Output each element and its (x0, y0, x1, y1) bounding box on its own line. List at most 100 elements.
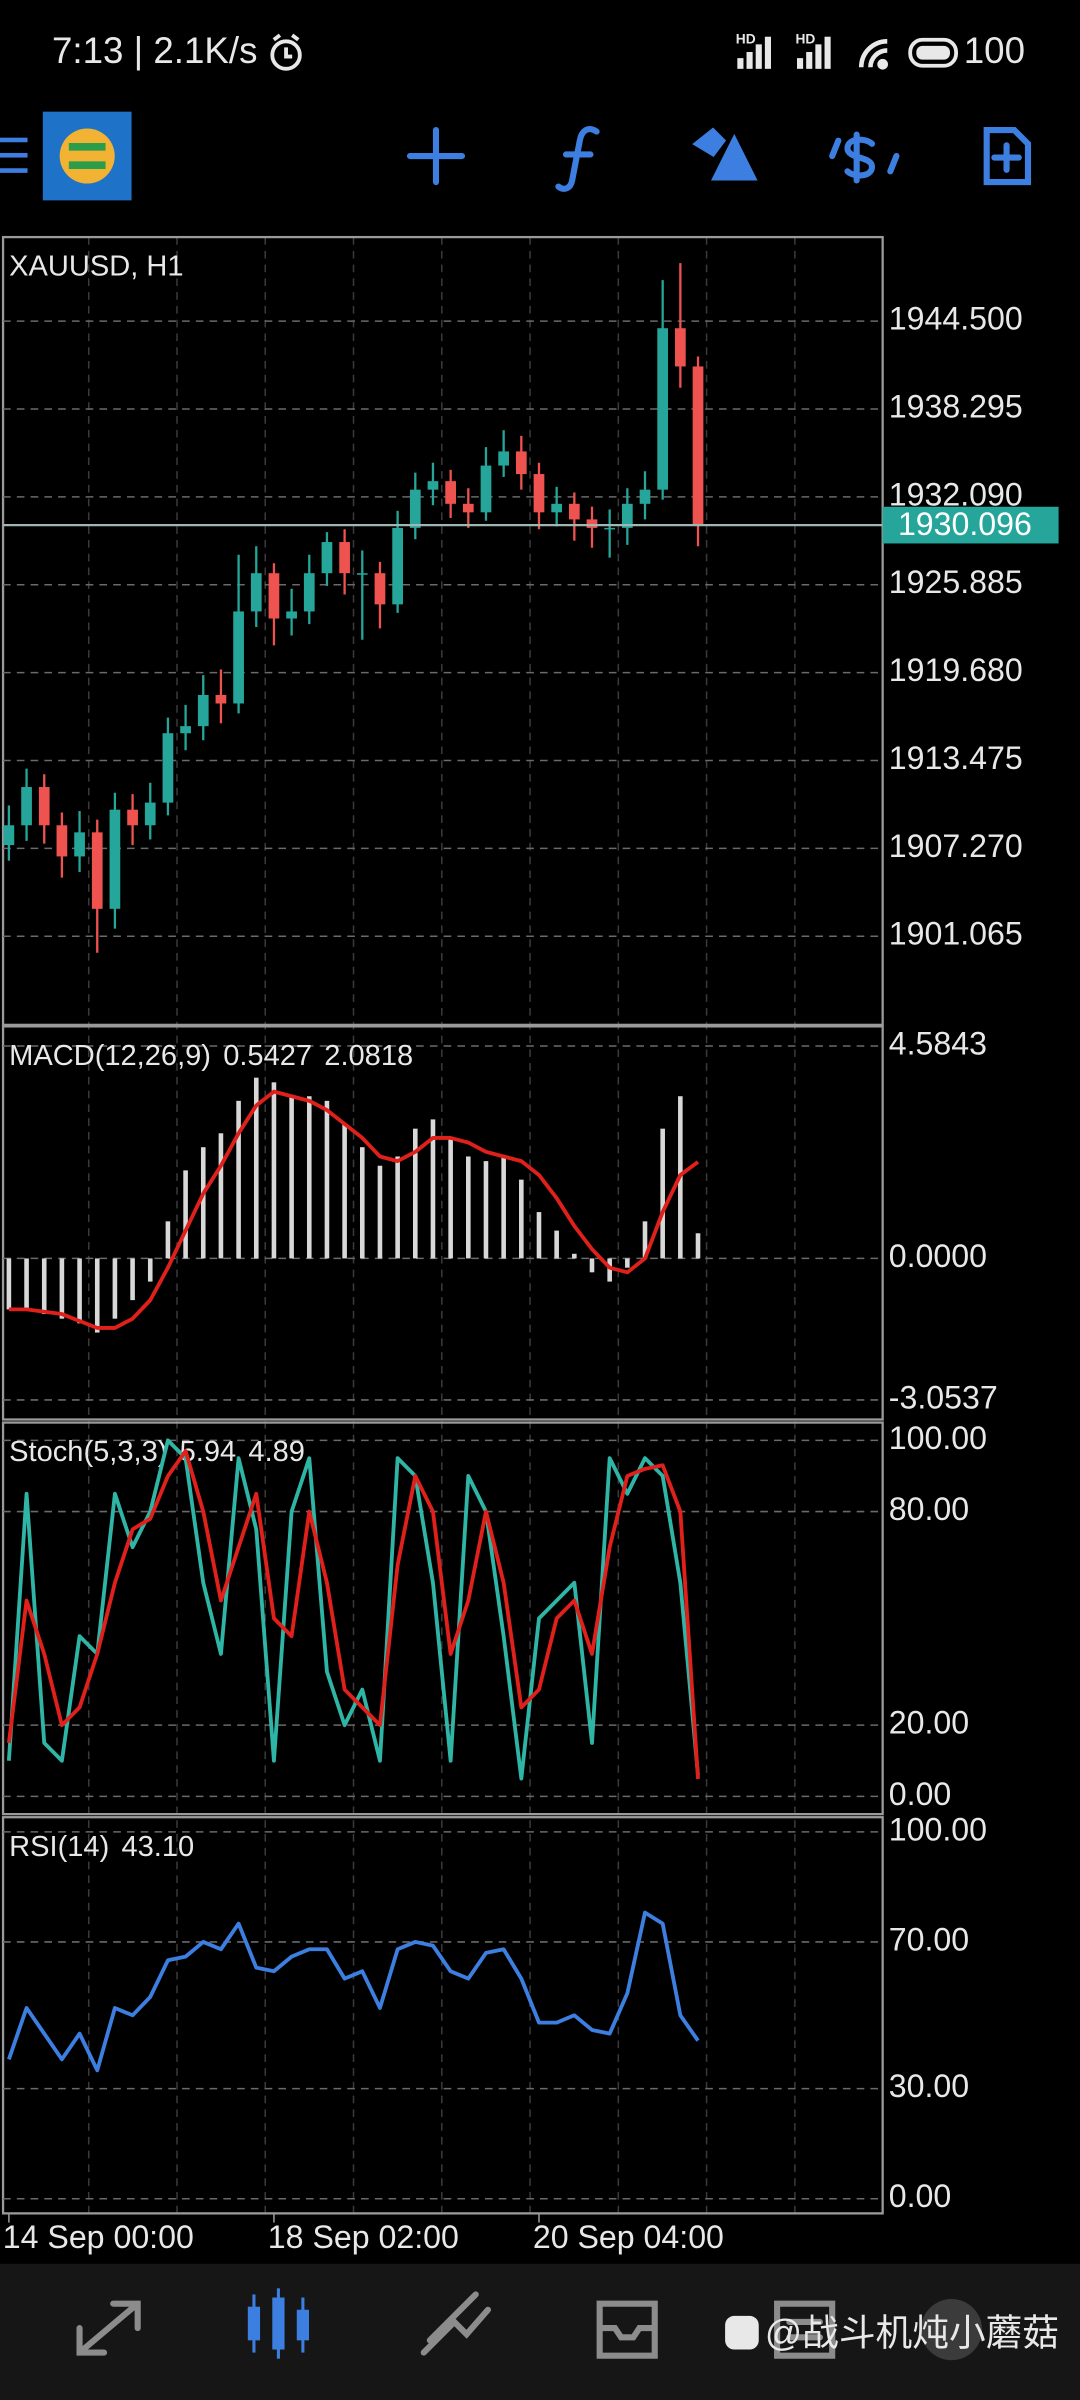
macd-bar (112, 1258, 118, 1319)
candle-body (639, 489, 651, 504)
candle-body (268, 573, 280, 619)
chart-tab[interactable] (247, 2288, 310, 2359)
macd-bar (306, 1096, 312, 1259)
candle-body (480, 465, 492, 513)
macd-bar (41, 1258, 47, 1315)
y-tick-label: 1907.270 (889, 828, 1023, 864)
candle-body (551, 503, 563, 513)
signal-hd: HD (795, 31, 815, 46)
menu-icon[interactable] (0, 137, 28, 173)
chart-area: 1944.500 1938.295 1932.090 1925.885 1919.680… (1, 235, 1059, 2255)
candle-body (462, 503, 474, 513)
y-tick-label: 0.00 (889, 2178, 952, 2214)
macd-bar (572, 1253, 577, 1259)
macd-bar (289, 1096, 294, 1259)
candle-body (604, 527, 616, 530)
candle-body (674, 328, 686, 367)
macd-bar (536, 1212, 542, 1259)
watermark-logo (725, 2315, 759, 2350)
macd-bar (183, 1170, 188, 1259)
candle-body (127, 809, 138, 826)
trade-tab[interactable] (420, 2291, 492, 2356)
y-tick-label: 1925.885 (889, 564, 1023, 600)
macd-bar (200, 1147, 206, 1259)
macd-bar (501, 1156, 506, 1259)
macd-bar (218, 1133, 224, 1259)
candle-body (286, 611, 297, 619)
panel-title-text: MACD(12,26,9) (9, 1040, 211, 1072)
x-tick-label: 14 Sep 00:00 (3, 2219, 194, 2255)
x-tick-label: 20 Sep 04:00 (533, 2219, 724, 2255)
current-price-label: 1930.096 (898, 506, 1032, 542)
candle-body (339, 542, 350, 574)
candle-body (109, 809, 121, 909)
indicators-button[interactable] (555, 126, 600, 192)
panel-frame (1, 1816, 884, 2215)
indicator-line (7, 1910, 700, 2073)
candle-body (233, 611, 244, 704)
panel-frame (1, 1421, 884, 1816)
macd-bar (625, 1258, 630, 1268)
macd-bar (413, 1128, 418, 1259)
signal-hd: HD (736, 31, 756, 46)
macd-bar (430, 1119, 436, 1259)
new-order-button[interactable] (983, 126, 1032, 186)
panel-readout: 4.89 (248, 1436, 305, 1468)
candle-body (74, 832, 85, 857)
x-tick-label: 18 Sep 02:00 (268, 2219, 459, 2255)
macd-bar (359, 1147, 365, 1259)
macd-bar (519, 1179, 524, 1259)
macd-bar (165, 1221, 171, 1259)
macd-bar (395, 1156, 400, 1259)
candle-body (91, 832, 103, 909)
macd-bar (6, 1258, 12, 1310)
macd-bar (24, 1258, 29, 1310)
macd-bar (59, 1258, 65, 1319)
candle-body (392, 527, 403, 605)
macd-bar (695, 1233, 701, 1259)
y-tick-label: 80.00 (889, 1491, 969, 1527)
macd-bar (448, 1137, 453, 1259)
candle-body (692, 366, 704, 526)
crosshair-button[interactable] (406, 126, 466, 186)
panel-title: XAUUSD, H1 (9, 250, 183, 282)
candle-body (409, 489, 421, 528)
candle-body (515, 451, 527, 475)
panel-title-text: Stoch(5,3,3) (9, 1436, 167, 1468)
quotes-tab[interactable] (76, 2300, 141, 2356)
watermark-avatar (920, 2299, 983, 2361)
y-tick-label: 1944.500 (889, 301, 1023, 337)
macd-bar (236, 1100, 241, 1259)
macd-signal-line (8, 1089, 700, 1330)
y-tick-label: -3.0537 (889, 1379, 998, 1415)
messages-tab[interactable] (774, 2300, 836, 2359)
y-tick-label: 0.0000 (889, 1238, 987, 1274)
signal-icons (737, 36, 831, 69)
trade-button[interactable] (829, 131, 900, 184)
macd-bar (642, 1221, 648, 1259)
watermark: @战斗机炖小蘑菇 (765, 2312, 1059, 2353)
panel-title-text: XAUUSD, H1 (9, 250, 183, 282)
app-logo-mark (68, 143, 106, 170)
panel-frame (1, 235, 884, 1027)
indicator-line (6, 1438, 700, 1781)
battery-icon (908, 37, 959, 68)
candle-body (568, 503, 580, 520)
candle-body (215, 694, 227, 704)
history-tab[interactable] (596, 2300, 658, 2359)
panel-readout: 43.10 (121, 1830, 194, 1862)
wifi-icon (858, 39, 889, 70)
candle-body (38, 787, 50, 826)
panel-readout: 2.0818 (324, 1040, 413, 1072)
macd-bar (377, 1165, 383, 1259)
objects-button[interactable] (692, 127, 758, 181)
candle-body (180, 726, 191, 734)
y-tick-label: 1932.090 (889, 476, 1023, 512)
macd-bar (342, 1124, 347, 1259)
candle-body (427, 481, 439, 490)
indicator-line (6, 1449, 700, 1780)
macd-bar (483, 1161, 489, 1259)
candle-body (621, 503, 633, 528)
